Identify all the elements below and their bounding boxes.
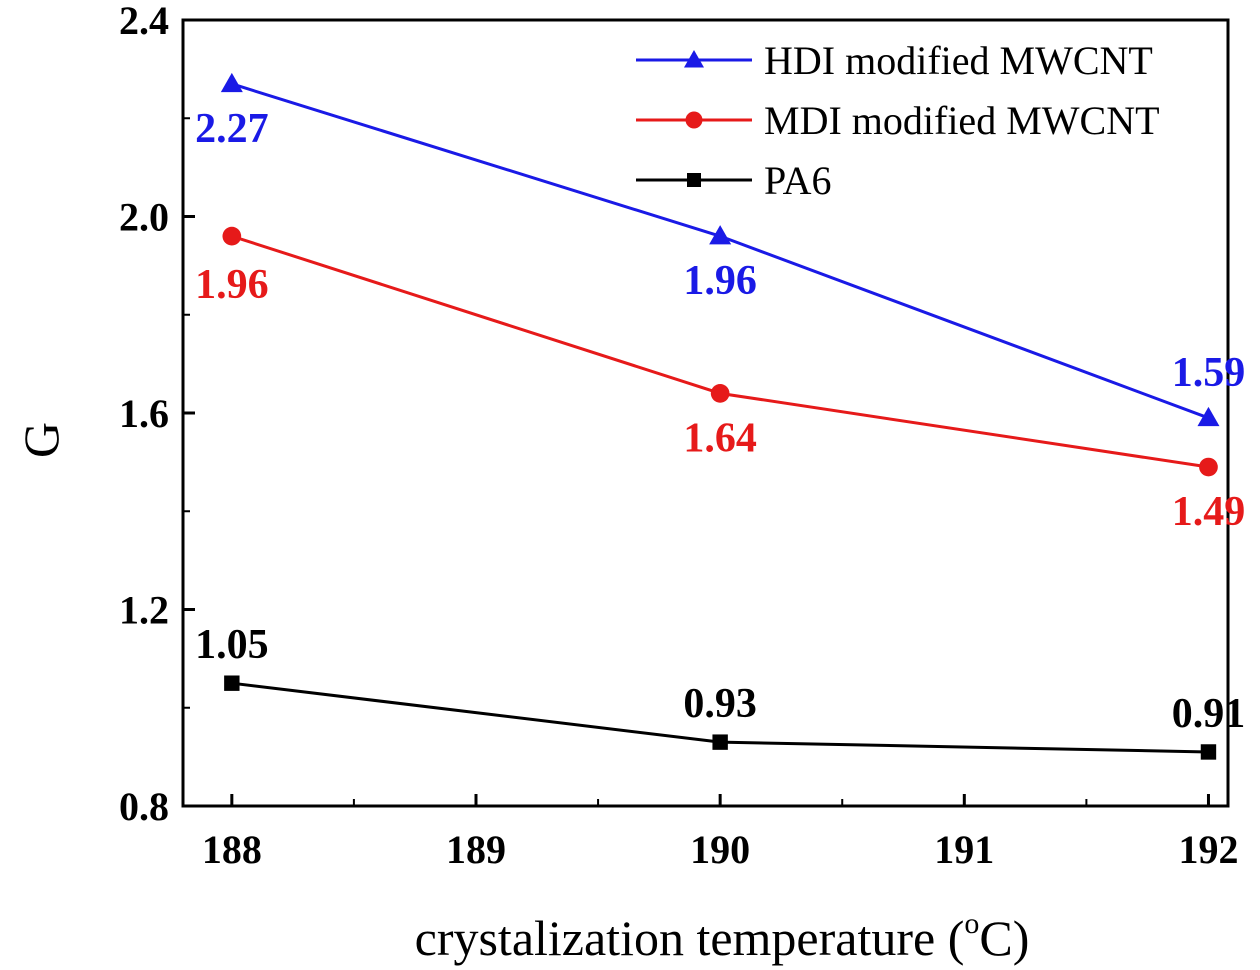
x-axis-title-main: crystalization temperature ( <box>415 910 965 966</box>
data-label: 1.64 <box>683 415 757 461</box>
data-label: 1.96 <box>195 262 269 308</box>
legend-item: HDI modified MWCNT <box>636 38 1153 83</box>
data-label: 1.96 <box>683 258 757 304</box>
data-label: 1.05 <box>195 622 269 668</box>
legend-item: PA6 <box>636 158 831 203</box>
series-hdi-modified-mwcnt <box>220 72 1220 427</box>
x-tick-label: 192 <box>1178 827 1238 872</box>
triangle-marker <box>220 72 243 93</box>
legend-label: HDI modified MWCNT <box>764 38 1153 83</box>
circle-marker <box>222 226 242 246</box>
data-label: 1.49 <box>1172 489 1246 535</box>
y-tick-label: 2.0 <box>119 195 169 240</box>
x-axis-title-unit: C) <box>979 910 1029 966</box>
x-axis-title: crystalization temperature (oC) <box>415 907 1030 966</box>
y-tick-label: 1.6 <box>119 391 169 436</box>
circle-marker <box>710 384 730 403</box>
triangle-marker <box>709 225 732 245</box>
legend-item: MDI modified MWCNT <box>636 98 1160 143</box>
y-tick-label: 1.2 <box>119 588 169 633</box>
triangle-marker <box>684 50 704 68</box>
y-axis-title: G <box>13 422 69 458</box>
y-tick-label: 2.4 <box>119 0 169 43</box>
triangle-marker <box>1197 406 1220 427</box>
square-marker <box>687 173 701 187</box>
legend-label: PA6 <box>764 158 831 203</box>
legend-label: MDI modified MWCNT <box>764 98 1160 143</box>
x-tick-label: 188 <box>202 827 262 872</box>
x-axis-title-sup: o <box>964 907 979 940</box>
data-label: 0.93 <box>683 681 757 727</box>
x-tick-label: 189 <box>446 827 506 872</box>
data-label: 0.91 <box>1172 691 1246 737</box>
circle-marker <box>1199 457 1218 477</box>
series-mdi-modified-mwcnt <box>222 226 1218 477</box>
x-tick-label: 190 <box>690 827 750 872</box>
y-tick-label: 0.8 <box>119 784 169 829</box>
x-tick-label: 191 <box>934 827 994 872</box>
data-label: 1.59 <box>1172 350 1246 396</box>
square-marker <box>224 675 240 691</box>
series-pa6 <box>224 675 1217 760</box>
circle-marker <box>685 111 703 129</box>
data-label: 2.27 <box>195 106 269 152</box>
square-marker <box>712 734 728 750</box>
square-marker <box>1200 744 1217 760</box>
